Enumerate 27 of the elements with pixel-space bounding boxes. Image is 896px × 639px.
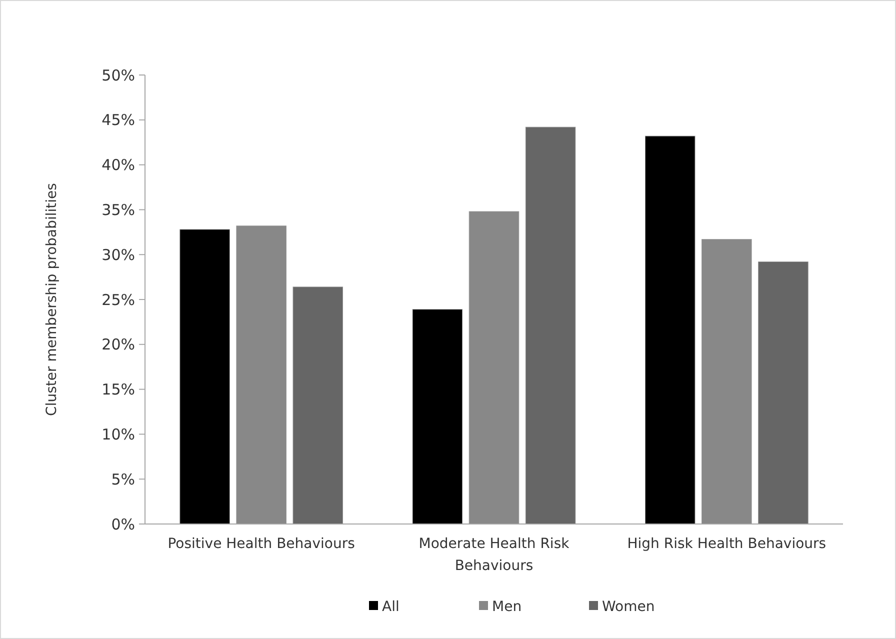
- y-tick-label: 35%: [102, 200, 135, 219]
- legend-label: All: [382, 598, 400, 615]
- y-tick-label: 50%: [102, 66, 135, 84]
- legend-label: Men: [492, 598, 522, 615]
- y-tick-label: 15%: [102, 380, 135, 399]
- y-tick-label: 10%: [102, 425, 135, 444]
- bar: [412, 309, 463, 524]
- bar: [468, 211, 520, 524]
- bar: [236, 226, 286, 524]
- bar: [292, 286, 344, 524]
- x-tick-label: High Risk Health Behaviours: [627, 536, 826, 552]
- legend-label: Women: [602, 598, 655, 615]
- bar: [758, 262, 808, 524]
- x-tick-label: Moderate Health Risk Behaviours: [418, 536, 570, 574]
- bar: [180, 229, 230, 524]
- y-tick-label: 45%: [102, 111, 135, 130]
- y-tick-label: 30%: [102, 246, 135, 264]
- y-tick-label: 5%: [111, 470, 135, 488]
- y-tick-label: 20%: [102, 336, 135, 354]
- bar: [644, 136, 696, 524]
- y-axis-title: Cluster membership probabilities: [44, 183, 60, 416]
- y-tick-label: 25%: [102, 290, 135, 309]
- bar: [702, 239, 752, 524]
- y-tick-label: 0%: [111, 515, 135, 534]
- bar: [525, 126, 576, 524]
- y-tick-label: 40%: [102, 156, 135, 174]
- x-tick-label: Positive Health Behaviours: [168, 536, 355, 552]
